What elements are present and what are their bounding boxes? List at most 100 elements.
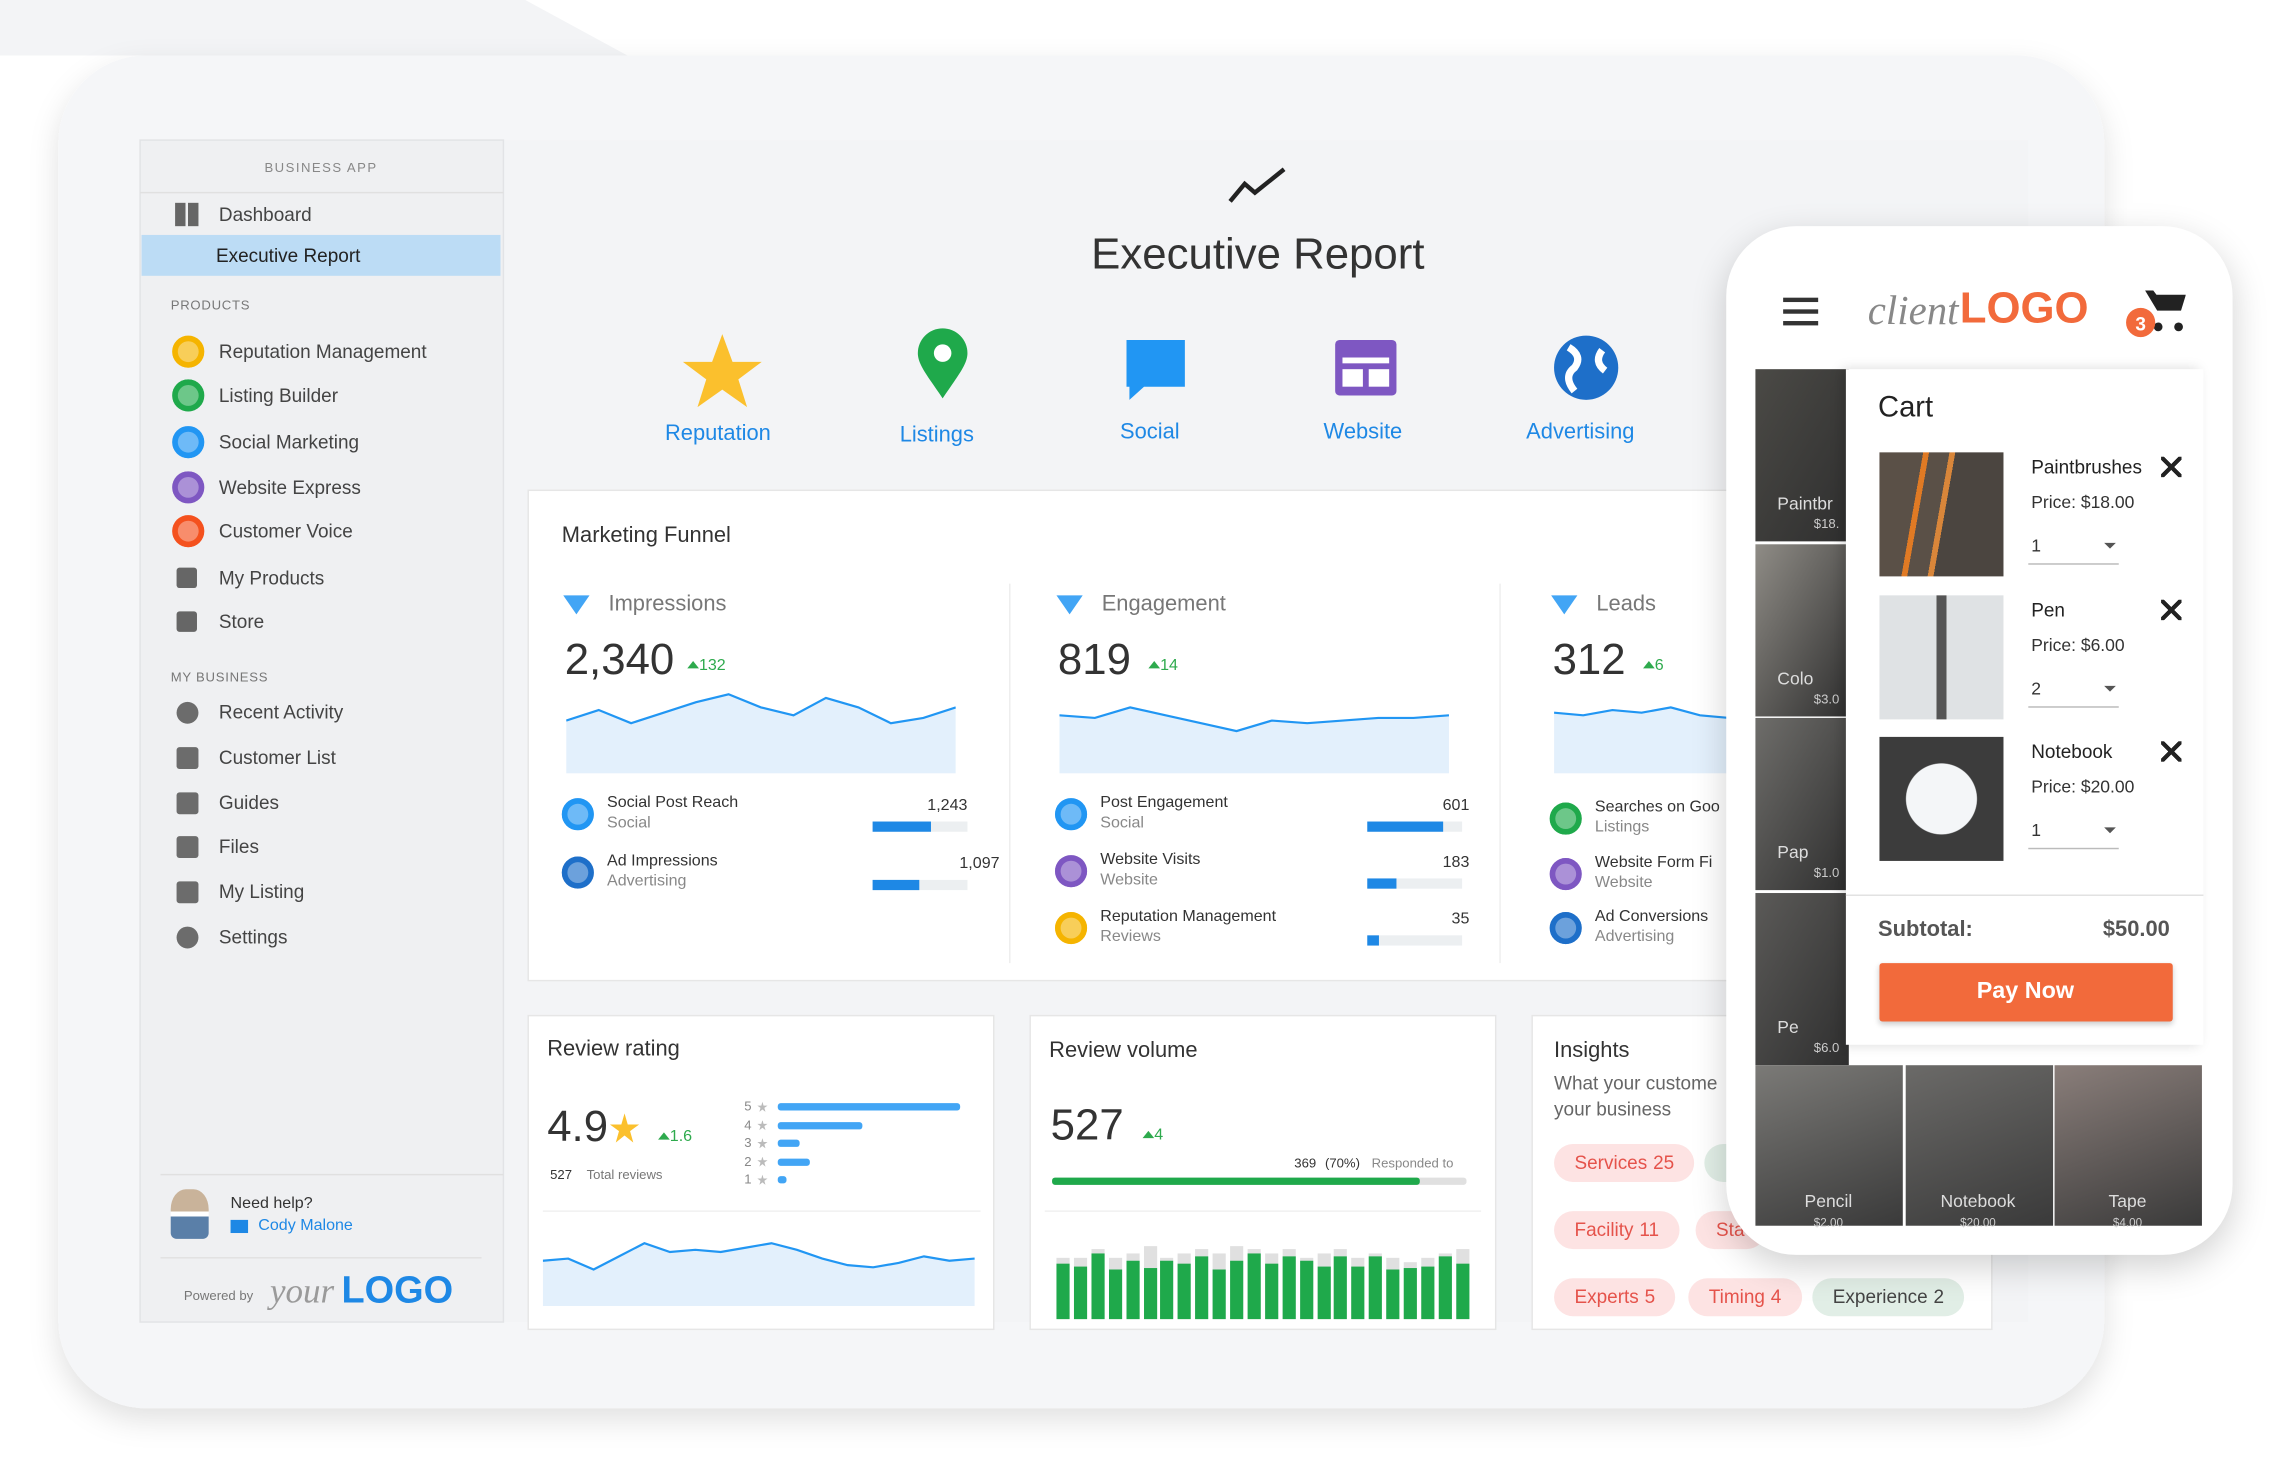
volume-bar-responded — [1160, 1260, 1174, 1320]
metric-name: Leads — [1596, 591, 1657, 617]
pay-button[interactable] — [1879, 963, 2173, 1022]
sparkline-line — [542, 1242, 975, 1271]
client-brand-prefix: client — [1867, 288, 1959, 335]
sparkline-line — [1059, 706, 1449, 733]
item-source: Advertising — [607, 872, 687, 891]
nav-item[interactable]: Social Marketing — [218, 431, 360, 454]
pay-button-label[interactable]: Pay Now — [1976, 979, 2075, 1004]
source-icon — [1055, 912, 1088, 945]
nav-item[interactable]: Listing Builder — [218, 384, 339, 407]
tag[interactable]: Experts 5 — [1554, 1278, 1676, 1317]
source-icon — [1549, 858, 1582, 891]
bar-fill — [1367, 821, 1444, 832]
up-arrow — [687, 661, 699, 669]
tab[interactable]: Website — [1323, 419, 1403, 445]
tag[interactable]: Timing 4 — [1688, 1278, 1802, 1317]
volume-bar-responded — [1143, 1267, 1157, 1320]
page-title: Executive Report — [1091, 230, 1425, 279]
tag[interactable]: Services 25 — [1554, 1144, 1695, 1182]
menu-line — [1783, 321, 1819, 325]
bar-fill — [872, 879, 920, 891]
nav-item[interactable]: Files — [218, 835, 259, 858]
tab[interactable]: Reputation — [664, 420, 771, 446]
star-glyph — [757, 1174, 768, 1185]
cart-count: 3 — [2135, 312, 2146, 335]
pin-dot — [933, 344, 952, 362]
source-icon — [1549, 802, 1582, 835]
volume-bar-responded — [1403, 1267, 1417, 1320]
powered-by: Powered by — [183, 1288, 254, 1304]
nav-item[interactable]: My Products — [218, 566, 325, 589]
tag-label: Services — [1574, 1151, 1648, 1174]
tab[interactable]: Social — [1120, 419, 1180, 445]
tab[interactable]: Listings — [899, 422, 974, 448]
nav-item[interactable]: Guides — [218, 791, 280, 814]
product-icon — [172, 426, 205, 459]
tag[interactable]: Facility 11 — [1554, 1211, 1680, 1250]
star-bar — [777, 1121, 863, 1129]
product-tile — [1904, 1065, 2053, 1226]
volume-bar-responded — [1421, 1267, 1435, 1320]
tile-price: $20.00 — [1960, 1216, 1996, 1230]
tab[interactable]: Advertising — [1526, 419, 1635, 445]
responded-count: 369 — [1294, 1155, 1317, 1171]
tile-name: Tape — [2108, 1190, 2147, 1212]
item-image — [1879, 736, 2004, 861]
help-contact[interactable]: Cody Malone — [258, 1216, 353, 1235]
remove-button[interactable] — [2161, 599, 2182, 620]
tag-label: Timing — [1708, 1285, 1765, 1308]
star-bar — [777, 1103, 961, 1111]
nav-item[interactable]: My Listing — [218, 880, 305, 903]
volume-bar-responded — [1108, 1270, 1122, 1320]
product-tile — [2054, 1065, 2202, 1226]
item-price: Price: $18.00 — [2031, 491, 2135, 513]
bar-track — [1367, 878, 1463, 889]
remove-button[interactable] — [2161, 456, 2182, 478]
responded-pct: (70%) — [1324, 1155, 1360, 1171]
product-tile — [1755, 892, 1849, 1065]
tag-count: 4 — [1770, 1285, 1782, 1308]
bar-fill — [1367, 878, 1397, 889]
section-label: MY BUSINESS — [170, 669, 269, 685]
help-title: Need help? — [230, 1195, 313, 1213]
qty-caret[interactable] — [2104, 827, 2116, 834]
nav-item[interactable]: Dashboard — [218, 203, 312, 226]
item-qty: 2 — [2031, 677, 2041, 699]
up-arrow — [1643, 661, 1655, 669]
nav-item[interactable]: Website Express — [218, 476, 361, 499]
tile-price: $4.00 — [2112, 1216, 2143, 1230]
item-source: Social — [1100, 814, 1144, 832]
nav-item[interactable]: Store — [218, 610, 265, 633]
item-image — [1879, 452, 2004, 577]
nav-item[interactable]: Recent Activity — [218, 701, 344, 724]
volume-bar-responded — [1247, 1253, 1261, 1320]
tag[interactable]: Experience 2 — [1812, 1278, 1965, 1317]
product-icon — [176, 567, 197, 589]
globe-land — [1565, 344, 1608, 394]
qty-caret[interactable] — [2104, 542, 2116, 549]
nav-item[interactable]: Reputation Management — [218, 340, 427, 363]
cart-icon[interactable] — [2145, 290, 2186, 311]
section-label: PRODUCTS — [170, 297, 251, 313]
volume-bar-responded — [1351, 1267, 1365, 1320]
bar-fill — [1367, 935, 1379, 946]
metric-change: 6 — [1654, 656, 1664, 675]
source-icon — [561, 798, 594, 831]
business-icon — [176, 792, 199, 815]
business-icon — [176, 701, 199, 724]
item-value: 601 — [1442, 796, 1470, 815]
nav-item[interactable]: Executive Report — [215, 244, 361, 267]
tile-price: $2.00 — [1813, 1216, 1843, 1230]
brand-name: LOGO — [341, 1267, 454, 1312]
item-price: Price: $6.00 — [2031, 634, 2125, 655]
source-icon — [561, 856, 594, 889]
backdrop-shape — [0, 0, 628, 56]
qty-caret[interactable] — [2104, 685, 2116, 691]
nav-item[interactable]: Customer Voice — [218, 520, 353, 543]
remove-button[interactable] — [2161, 741, 2182, 762]
nav-item[interactable]: Settings — [218, 925, 288, 948]
metric-value: 819 — [1057, 636, 1131, 685]
star-level: 4 — [744, 1117, 752, 1132]
business-icon — [176, 747, 199, 769]
nav-item[interactable]: Customer List — [218, 746, 336, 769]
